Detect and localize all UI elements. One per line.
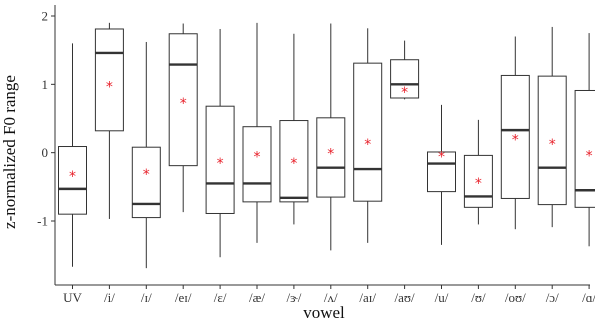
box-mean-marker: *: [401, 85, 408, 101]
box-mean-marker: *: [586, 149, 593, 165]
x-tick-label: /ɔ/: [546, 290, 559, 305]
box-mean-marker: *: [475, 176, 482, 192]
x-tick-label: /ɑ/: [582, 290, 595, 305]
box-iqr: [463, 154, 493, 208]
x-tick-label: /ʌ/: [324, 290, 338, 305]
box-iqr: [58, 146, 87, 215]
box-iqr: [205, 105, 235, 214]
x-tick-label: /ɝ/: [286, 290, 301, 305]
box-mean-marker: *: [143, 167, 150, 183]
y-axis-title: z-normalized F0 range: [0, 75, 19, 229]
box-iqr: [574, 89, 595, 208]
box-mean-marker: *: [438, 149, 445, 165]
box-mean-marker: *: [512, 132, 519, 148]
box-mean-marker: *: [106, 80, 113, 96]
box-mean-marker: *: [180, 96, 187, 112]
x-tick-label: /ɪ/: [141, 290, 152, 305]
x-tick-label: /aɪ/: [359, 290, 376, 305]
box-mean-marker: *: [254, 149, 261, 165]
y-tick-label: 2: [42, 9, 49, 24]
box-iqr: [353, 62, 383, 202]
box-iqr: [279, 120, 309, 203]
plot-area: -1 0 1 2 * * * * * * * * * * * * * * * UV/i/ /ɪ/ /eɪ/ /ɛ/ /æ/ /ɝ…: [37, 5, 595, 305]
x-tick-label: UV: [63, 290, 82, 305]
box-mean-marker: *: [549, 137, 556, 153]
box-iqr: [537, 75, 567, 206]
y-tick-label: -1: [37, 214, 48, 229]
box-iqr: [427, 151, 456, 193]
box-iqr: [168, 33, 198, 167]
x-tick-label: /eɪ/: [175, 290, 192, 305]
box-iqr: [500, 74, 530, 199]
box-mean-marker: *: [290, 156, 297, 172]
box-mean-marker: *: [327, 147, 334, 163]
x-tick-label: /aʊ/: [395, 290, 416, 305]
box-iqr: [390, 59, 420, 99]
box-iqr: [94, 28, 124, 132]
y-tick-label: 0: [42, 145, 49, 160]
x-tick-label: /ʊ/: [471, 290, 486, 305]
x-tick-label: /oʊ/: [505, 290, 526, 305]
y-tick-label: 1: [42, 77, 49, 92]
box-mean-marker: *: [217, 156, 224, 172]
x-tick-label: /i/: [104, 290, 115, 305]
box-iqr: [131, 146, 161, 219]
box-iqr: [242, 126, 272, 203]
box-mean-marker: *: [364, 137, 371, 153]
x-tick-label: /u/: [435, 290, 449, 305]
x-tick-label: /ɛ/: [214, 290, 227, 305]
box-mean-marker: *: [69, 169, 76, 185]
x-axis-title: vowel: [303, 303, 345, 322]
x-tick-label: /æ/: [249, 290, 265, 305]
box-iqr: [316, 117, 346, 198]
